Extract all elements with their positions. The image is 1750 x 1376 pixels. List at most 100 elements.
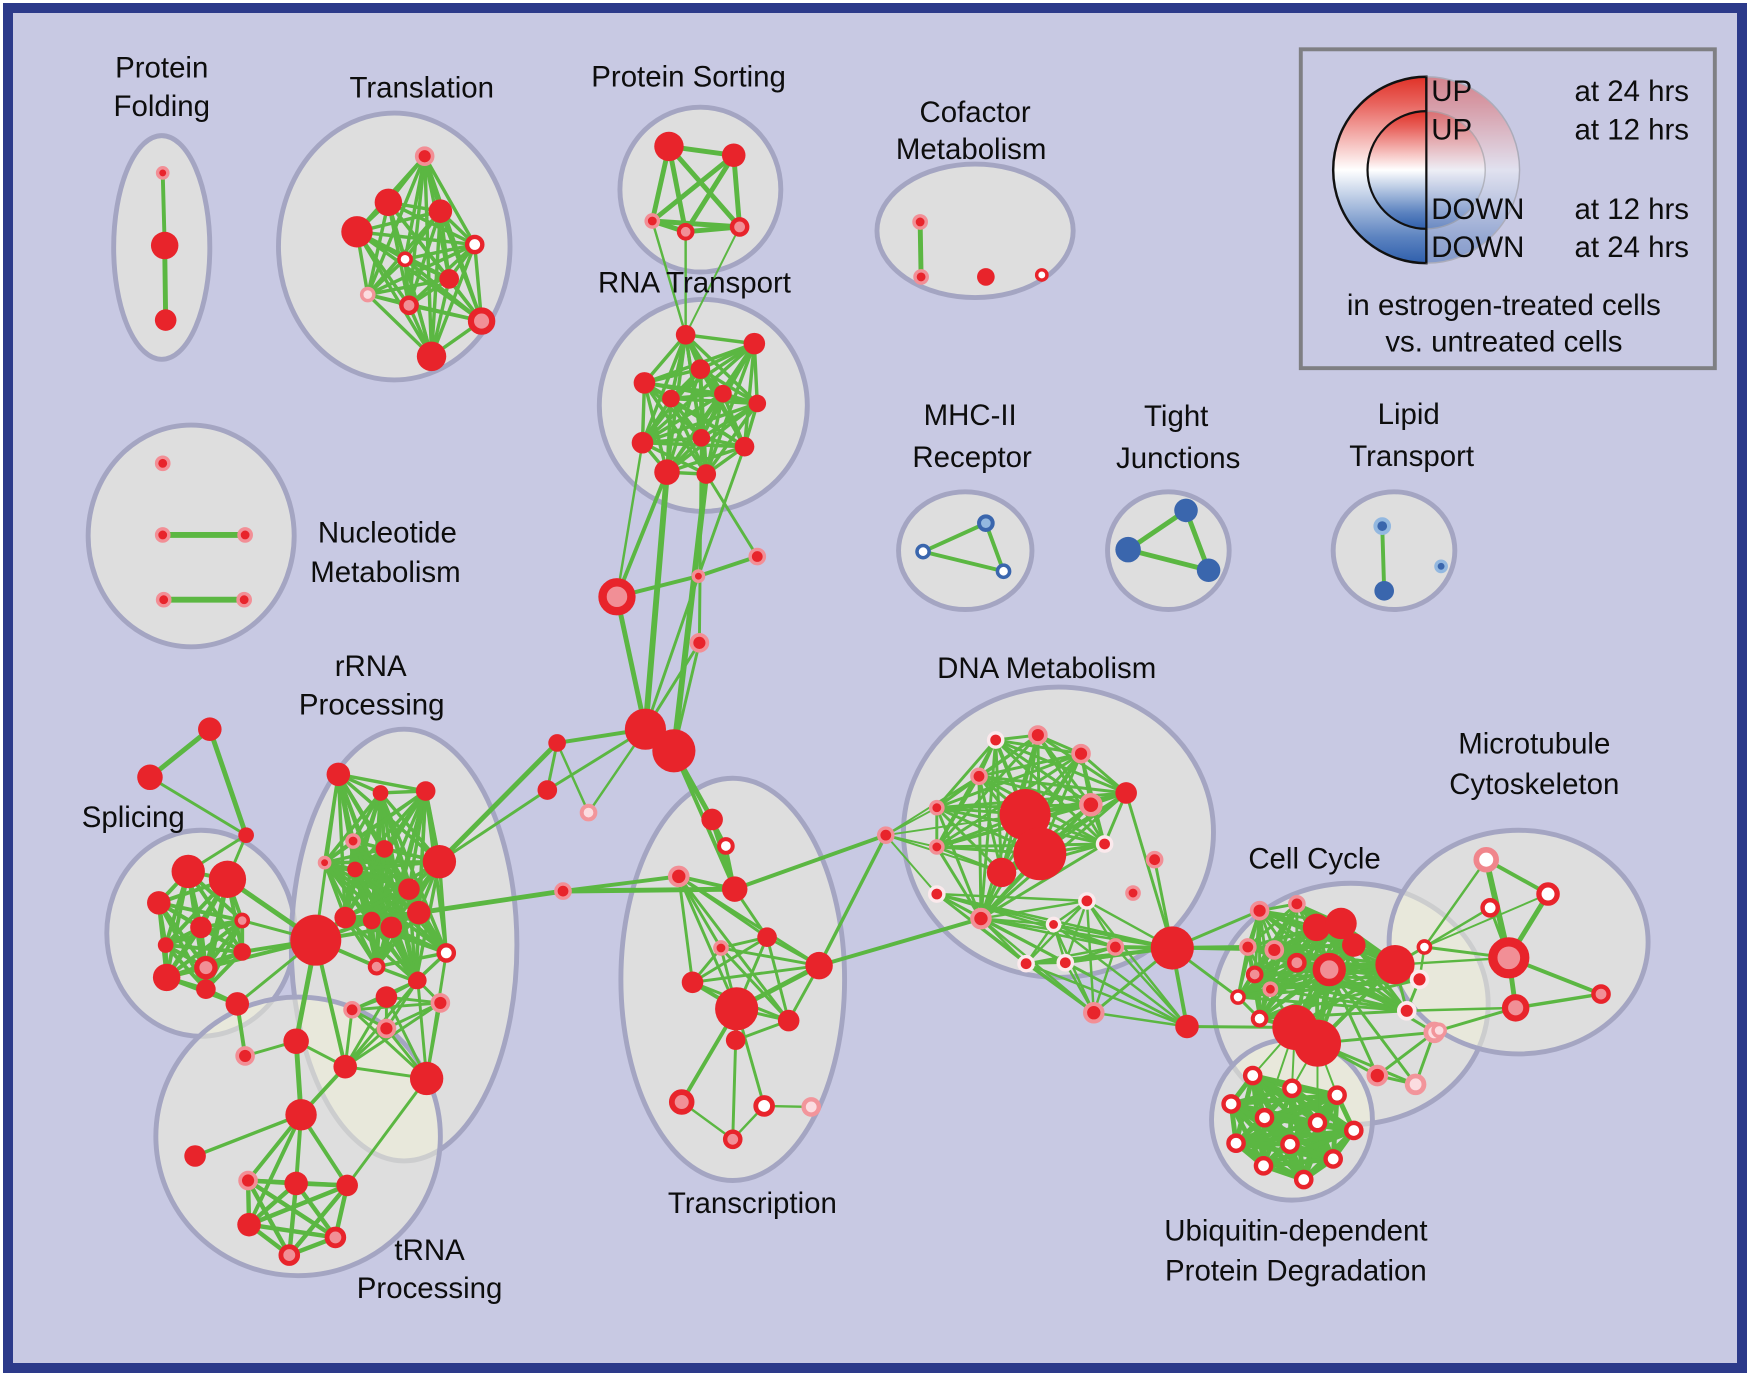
gene-node-q — [1288, 895, 1306, 913]
network-edge — [935, 892, 1089, 903]
network-edge — [207, 726, 249, 838]
gene-node-s — [374, 188, 403, 217]
gene-node-q — [155, 166, 170, 180]
network-edge — [203, 918, 245, 992]
network-edge — [615, 470, 669, 599]
network-edge — [719, 946, 791, 1023]
gene-node-s — [347, 861, 363, 878]
legend-direction-label: UP — [1431, 75, 1472, 108]
network-edge — [1423, 893, 1550, 948]
gene-node-r — [1226, 1133, 1246, 1154]
network-edge — [1423, 858, 1488, 949]
network-edge — [1024, 962, 1096, 1014]
gene-node-s — [690, 359, 711, 379]
gene-node-r — [1280, 1134, 1300, 1155]
gene-node-r — [1343, 1120, 1364, 1141]
gene-node-q — [667, 865, 690, 888]
legend-time-label: at 24 hrs — [1575, 231, 1689, 264]
gene-node-s — [415, 781, 436, 801]
gene-node-s — [743, 332, 766, 355]
gene-node-q — [345, 833, 361, 849]
network-edge — [935, 806, 1004, 874]
network-edge — [350, 1001, 442, 1012]
gene-node-p — [467, 307, 496, 335]
cluster-label: Protein Sorting — [591, 61, 786, 94]
cluster-label: Metabolism — [896, 133, 1046, 166]
gene-node-s — [422, 844, 457, 879]
gene-node-bs — [1374, 581, 1395, 601]
gene-node-bs — [1115, 536, 1141, 563]
network-edge — [732, 833, 888, 892]
gene-node-p — [234, 912, 251, 929]
network-edge — [691, 935, 769, 984]
cluster-label: Folding — [113, 90, 210, 123]
network-edge — [704, 472, 759, 559]
network-edge — [366, 257, 407, 297]
gene-node-q — [928, 839, 945, 855]
gene-node-p — [1591, 984, 1611, 1004]
network-edge — [355, 230, 477, 247]
gene-node-q — [928, 799, 945, 816]
gene-node-bd — [1373, 517, 1392, 535]
network-edge — [719, 946, 821, 968]
gene-node-bs — [1196, 558, 1221, 583]
network-edge — [640, 401, 759, 445]
network-edge — [403, 242, 477, 261]
gene-node-s — [1013, 827, 1067, 881]
network-edge — [742, 341, 757, 449]
gene-node-q — [1079, 792, 1103, 817]
gene-node-q — [1106, 938, 1125, 956]
gene-node-s — [290, 914, 342, 966]
figure-frame: Protein Folding Translation Protein Sorting… — [3, 3, 1747, 1373]
network-edge — [164, 869, 191, 980]
cluster-label: Protein — [115, 52, 208, 85]
network-edge — [651, 219, 687, 337]
gene-node-s — [137, 764, 163, 791]
gene-node-r — [436, 943, 457, 963]
legend-direction-label: DOWN — [1431, 231, 1524, 264]
cluster-label: Nucleotide — [318, 517, 457, 550]
gene-node-q — [913, 269, 929, 285]
gene-node-w — [1045, 916, 1062, 933]
network-edge — [615, 441, 644, 598]
gene-node-r — [1536, 882, 1560, 906]
gene-node-q — [236, 591, 252, 608]
gene-node-s — [375, 986, 398, 1008]
cluster-label: Receptor — [912, 441, 1032, 474]
gene-node-q — [376, 1018, 397, 1039]
network-edge — [765, 935, 791, 1023]
gene-node-r — [397, 251, 413, 268]
gene-node-s — [721, 876, 748, 902]
network-edge — [935, 733, 1040, 849]
cluster-labels-layer: Protein Folding Translation Protein Sorting… — [82, 52, 1620, 1305]
network-edge — [1125, 547, 1212, 573]
gene-node-s — [375, 840, 394, 858]
network-edge — [977, 752, 1083, 778]
gene-node-r — [1250, 1009, 1269, 1028]
gene-node-r — [464, 234, 485, 255]
gene-node-p — [367, 957, 386, 976]
gene-node-s — [654, 131, 684, 162]
gene-node-r — [1242, 1065, 1263, 1086]
gene-node-s — [715, 987, 759, 1031]
network-edge — [1052, 923, 1096, 1014]
network-edge — [437, 788, 549, 864]
cluster-label: RNA Transport — [598, 267, 791, 300]
gene-node-s — [757, 927, 777, 948]
gene-node-q — [238, 1170, 258, 1191]
gene-node-s — [380, 916, 403, 939]
network-edge — [642, 381, 708, 476]
network-edge — [1375, 1030, 1436, 1078]
cluster-label: Cell Cycle — [1248, 842, 1380, 875]
gene-node-s — [681, 971, 704, 994]
network-edge — [884, 834, 1003, 874]
network-edge — [384, 1001, 442, 1030]
nodes-layer — [137, 131, 1611, 1266]
gene-node-p — [1312, 952, 1346, 987]
gene-node-s — [777, 1009, 800, 1032]
gene-node-q — [970, 767, 988, 786]
network-edge — [374, 951, 448, 969]
gene-node-s — [362, 911, 381, 930]
network-edge — [350, 1008, 429, 1080]
cluster-label: Processing — [299, 688, 445, 721]
